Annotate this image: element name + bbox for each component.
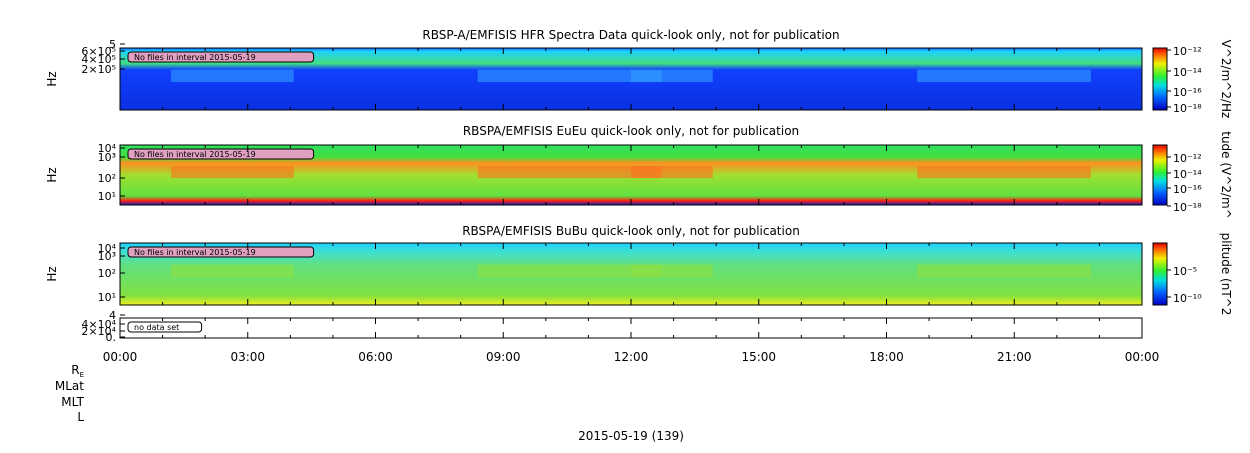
colorbar-label: V^2/m^2/Hz [1219, 40, 1233, 119]
spectrogram-feature [171, 69, 294, 83]
x-tick-label: 00:00 [1125, 350, 1160, 364]
spectrogram-feature [477, 264, 662, 278]
y-tick-label: 5 [109, 38, 116, 51]
note: no data set [134, 323, 179, 332]
note: No files in interval 2015-05-19 [134, 53, 256, 62]
ephemeris-text: MLT [61, 395, 84, 409]
y-tick-label: 4×10⁴ [81, 318, 116, 331]
colorbar-tick-label: 10⁻¹⁸ [1173, 102, 1202, 115]
spectrogram-feature [631, 69, 713, 83]
colorbar-tick-label: 10⁻⁵ [1173, 265, 1197, 278]
ephemeris-subscript: E [80, 371, 84, 379]
colorbar-tick-label: 10⁻¹² [1173, 45, 1202, 58]
ephemeris-label: MLat [55, 379, 84, 393]
y-tick-label: 10⁴ [98, 242, 117, 255]
y-tick-label: 10³ [98, 151, 116, 164]
ephemeris-text: MLat [55, 379, 84, 393]
panel-title: RBSPA/EMFISIS EuEu quick-look only, not … [463, 124, 799, 138]
y-axis-label: Hz [45, 71, 59, 86]
spectrogram-feature [171, 166, 294, 178]
spectrogram-feature [917, 69, 1020, 83]
spectrogram-feature [1019, 166, 1091, 178]
y-tick-label: 2×10⁴ [81, 325, 116, 338]
x-tick-label: 09:00 [486, 350, 521, 364]
note: No files in interval 2015-05-19 [134, 150, 256, 159]
note-box [127, 148, 315, 160]
spectrogram-feature [917, 166, 1020, 178]
colorbar [1152, 144, 1168, 206]
y-axis-label: Hz [45, 266, 59, 281]
spectrogram-feature [917, 264, 1020, 278]
x-tick-label: 18:00 [869, 350, 904, 364]
note-box [127, 321, 203, 333]
ephemeris-text: R [71, 363, 79, 377]
spectrogram-feature [477, 166, 662, 178]
y-tick-label: 6×10⁵ [81, 45, 116, 58]
y-tick-label: 4×10⁵ [81, 53, 116, 66]
ephemeris-label: L [77, 410, 84, 424]
spectrogram-feature [477, 69, 662, 83]
colorbar-label: tude (V^2/m^ [1219, 131, 1233, 219]
x-tick-label: 12:00 [614, 350, 649, 364]
spectrogram-feature [631, 166, 713, 178]
colorbar-tick-label: 10⁻¹² [1173, 152, 1202, 165]
spectrogram-feature [1019, 264, 1091, 278]
colorbar-tick-label: 10⁻¹⁶ [1173, 183, 1202, 196]
ephemeris-label: MLT [61, 395, 84, 409]
y-tick-label: 10³ [98, 250, 116, 263]
colorbar [1152, 47, 1168, 111]
y-tick-label: 10² [98, 267, 116, 280]
y-tick-label: 2×10⁵ [81, 63, 116, 76]
ephemeris-label: RE [71, 363, 84, 379]
y-tick-label: 10¹ [98, 190, 116, 203]
x-tick-label: 21:00 [997, 350, 1032, 364]
y-axis-label: Hz [45, 167, 59, 182]
colorbar-tick-label: 10⁻¹⁶ [1173, 86, 1202, 99]
x-tick-label: 00:00 [103, 350, 138, 364]
spectrogram-feature [171, 264, 294, 278]
colorbar-tick-label: 10⁻¹⁴ [1173, 66, 1202, 79]
spectrogram-feature [631, 264, 713, 278]
colorbar [1152, 242, 1168, 306]
y-tick-label: 10⁴ [98, 142, 117, 155]
note-box [127, 246, 315, 258]
note-box [127, 51, 315, 63]
panel-title: RBSP-A/EMFISIS HFR Spectra Data quick-lo… [422, 28, 839, 42]
y-tick-label: 4 [109, 309, 116, 322]
panel-title: RBSPA/EMFISIS BuBu quick-look only, not … [462, 224, 800, 238]
date-label: 2015-05-19 (139) [578, 429, 684, 443]
x-tick-label: 03:00 [230, 350, 265, 364]
y-tick-label: 10² [98, 172, 116, 185]
y-tick-label: 10¹ [98, 291, 116, 304]
ephemeris-text: L [77, 410, 84, 424]
colorbar-tick-label: 10⁻¹⁴ [1173, 168, 1202, 181]
y-tick-label: 0. [106, 331, 117, 344]
colorbar-tick-label: 10⁻¹⁸ [1173, 201, 1202, 214]
note: No files in interval 2015-05-19 [134, 248, 256, 257]
colorbar-label: plitude (nT^2 [1219, 233, 1233, 316]
x-tick-label: 06:00 [358, 350, 393, 364]
x-tick-label: 15:00 [741, 350, 776, 364]
spectrogram-feature [1019, 69, 1091, 83]
colorbar-tick-label: 10⁻¹⁰ [1173, 292, 1202, 305]
